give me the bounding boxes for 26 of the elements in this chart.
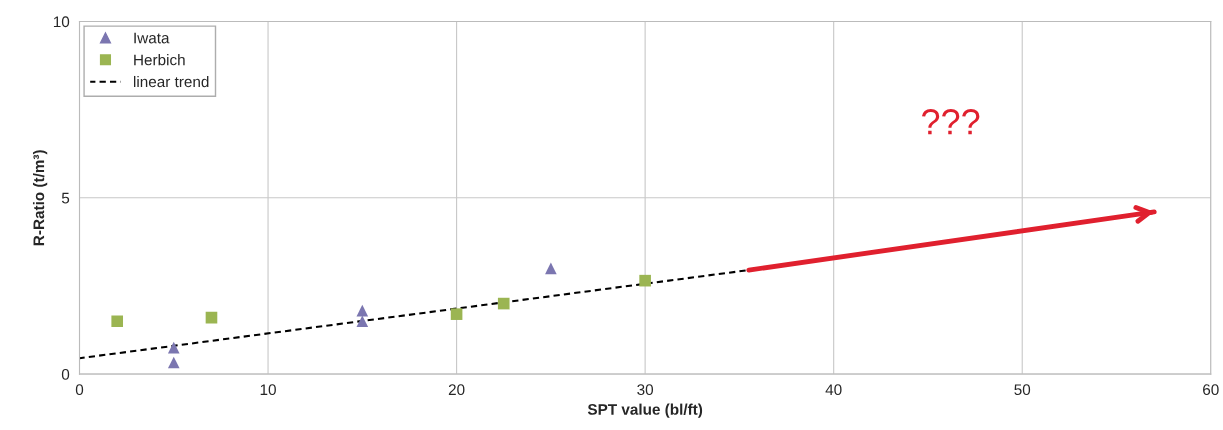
annotation: ??? — [921, 109, 980, 135]
x-tick-label: 50 — [1014, 384, 1031, 396]
point — [545, 262, 557, 275]
legend-label: Iwata — [134, 32, 170, 44]
point — [167, 356, 180, 369]
legend-label: linear trend — [134, 75, 209, 88]
x-tick-label: 10 — [260, 384, 276, 396]
y-tick-label: 0 — [61, 368, 70, 380]
point — [497, 297, 510, 310]
y-tick-label: 5 — [61, 192, 70, 204]
point — [167, 341, 180, 354]
point — [205, 311, 218, 324]
point — [356, 304, 369, 317]
y-axis-title: R-Ratio (t/m³) — [32, 150, 48, 246]
x-tick-label: 60 — [1203, 384, 1219, 396]
point — [356, 315, 369, 328]
x-tick-label: 30 — [637, 384, 654, 396]
point — [111, 315, 124, 328]
y-tick-label: 10 — [53, 16, 70, 28]
point — [450, 308, 463, 320]
x-tick-label: 0 — [75, 384, 84, 396]
x-tick-label: 40 — [825, 384, 842, 396]
point — [639, 274, 651, 287]
x-axis-title: SPT value (bl/ft) — [587, 403, 703, 418]
legend-label: Herbich — [134, 54, 185, 66]
x-tick-label: 20 — [448, 384, 465, 396]
